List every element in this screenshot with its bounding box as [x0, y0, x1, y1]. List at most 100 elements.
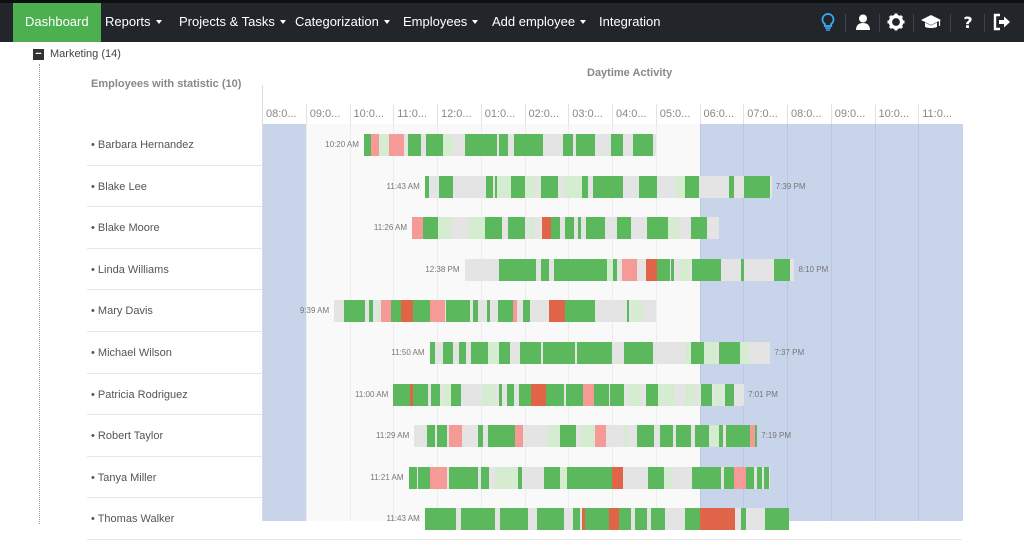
activity-block[interactable]: [542, 217, 552, 240]
activity-block[interactable]: [531, 383, 547, 406]
nav-categorization[interactable]: Categorization: [295, 3, 390, 42]
activity-block[interactable]: [635, 508, 648, 531]
activity-block[interactable]: [499, 342, 511, 364]
activity-block[interactable]: [692, 258, 705, 281]
activity-block[interactable]: [626, 383, 642, 406]
activity-block[interactable]: [400, 300, 413, 323]
activity-block[interactable]: [542, 342, 553, 364]
activity-block[interactable]: [443, 342, 454, 364]
activity-block[interactable]: [610, 383, 625, 406]
activity-block[interactable]: [363, 134, 366, 156]
activity-block[interactable]: [510, 258, 520, 281]
activity-block[interactable]: [684, 508, 701, 531]
activity-block[interactable]: [480, 466, 489, 489]
activity-block[interactable]: [607, 466, 613, 489]
activity-block[interactable]: [468, 217, 485, 240]
activity-block[interactable]: [534, 134, 544, 156]
activity-block[interactable]: [487, 342, 500, 364]
activity-block[interactable]: [368, 300, 373, 323]
activity-block[interactable]: [524, 175, 535, 198]
activity-block[interactable]: [726, 425, 733, 448]
activity-block[interactable]: [521, 217, 526, 240]
activity-block[interactable]: [585, 508, 598, 531]
activity-block[interactable]: [433, 425, 436, 448]
activity-block[interactable]: [499, 425, 516, 448]
activity-block[interactable]: [765, 508, 779, 531]
activity-block[interactable]: [546, 425, 561, 448]
activity-block[interactable]: [430, 217, 438, 240]
activity-block[interactable]: [578, 217, 582, 240]
activity-block[interactable]: [709, 425, 719, 448]
activity-block[interactable]: [437, 217, 452, 240]
activity-block[interactable]: [667, 466, 673, 489]
activity-block[interactable]: [478, 508, 496, 531]
activity-block[interactable]: [546, 383, 564, 406]
activity-block[interactable]: [610, 175, 624, 198]
activity-block[interactable]: [536, 508, 554, 531]
employee-name[interactable]: • Blake Moore: [91, 222, 160, 235]
activity-block[interactable]: [365, 134, 372, 156]
activity-block[interactable]: [450, 383, 461, 406]
activity-block[interactable]: [724, 383, 734, 406]
activity-block[interactable]: [576, 134, 584, 156]
activity-block[interactable]: [685, 175, 700, 198]
activity-block[interactable]: [580, 466, 596, 489]
activity-block[interactable]: [431, 383, 441, 406]
activity-block[interactable]: [582, 300, 596, 323]
activity-block[interactable]: [404, 383, 411, 406]
gear-icon[interactable]: [886, 12, 906, 32]
activity-block[interactable]: [541, 175, 558, 198]
activity-block[interactable]: [470, 342, 488, 364]
activity-block[interactable]: [568, 342, 575, 364]
activity-block[interactable]: [507, 217, 522, 240]
activity-block[interactable]: [704, 342, 717, 364]
lightbulb-icon[interactable]: [818, 12, 838, 32]
activity-block[interactable]: [612, 466, 623, 489]
activity-block[interactable]: [553, 508, 561, 531]
activity-block[interactable]: [520, 342, 533, 364]
activity-block[interactable]: [564, 342, 568, 364]
activity-block[interactable]: [761, 175, 771, 198]
activity-block[interactable]: [593, 175, 607, 198]
activity-block[interactable]: [754, 425, 758, 448]
activity-block[interactable]: [424, 175, 429, 198]
activity-block[interactable]: [646, 217, 660, 240]
activity-block[interactable]: [618, 508, 632, 531]
activity-block[interactable]: [741, 508, 747, 531]
activity-block[interactable]: [764, 466, 770, 489]
activity-block[interactable]: [582, 342, 597, 364]
activity-block[interactable]: [674, 175, 686, 198]
activity-block[interactable]: [498, 134, 508, 156]
activity-block[interactable]: [429, 342, 435, 364]
activity-block[interactable]: [612, 258, 618, 281]
activity-block[interactable]: [442, 383, 451, 406]
activity-block[interactable]: [564, 300, 583, 323]
activity-block[interactable]: [407, 134, 421, 156]
activity-block[interactable]: [647, 466, 656, 489]
activity-block[interactable]: [657, 258, 671, 281]
activity-block[interactable]: [651, 508, 666, 531]
activity-block[interactable]: [461, 466, 479, 489]
activity-block[interactable]: [514, 134, 529, 156]
employee-name[interactable]: • Tanya Miller: [91, 471, 157, 484]
activity-block[interactable]: [590, 258, 595, 281]
activity-block[interactable]: [565, 383, 584, 406]
employee-name[interactable]: • Blake Lee: [91, 180, 147, 193]
activity-block[interactable]: [708, 466, 721, 489]
collapse-icon[interactable]: −: [33, 49, 44, 60]
activity-block[interactable]: [478, 425, 484, 448]
activity-block[interactable]: [678, 258, 691, 281]
activity-block[interactable]: [512, 300, 518, 323]
activity-block[interactable]: [516, 175, 525, 198]
activity-block[interactable]: [606, 175, 611, 198]
activity-block[interactable]: [586, 217, 597, 240]
activity-block[interactable]: [743, 175, 762, 198]
activity-block[interactable]: [569, 217, 574, 240]
employee-name[interactable]: • Patricia Rodriguez: [91, 388, 188, 401]
activity-block[interactable]: [426, 425, 434, 448]
activity-block[interactable]: [560, 425, 577, 448]
activity-block[interactable]: [519, 258, 536, 281]
activity-block[interactable]: [511, 175, 517, 198]
activity-block[interactable]: [551, 217, 560, 240]
activity-block[interactable]: [690, 342, 702, 364]
